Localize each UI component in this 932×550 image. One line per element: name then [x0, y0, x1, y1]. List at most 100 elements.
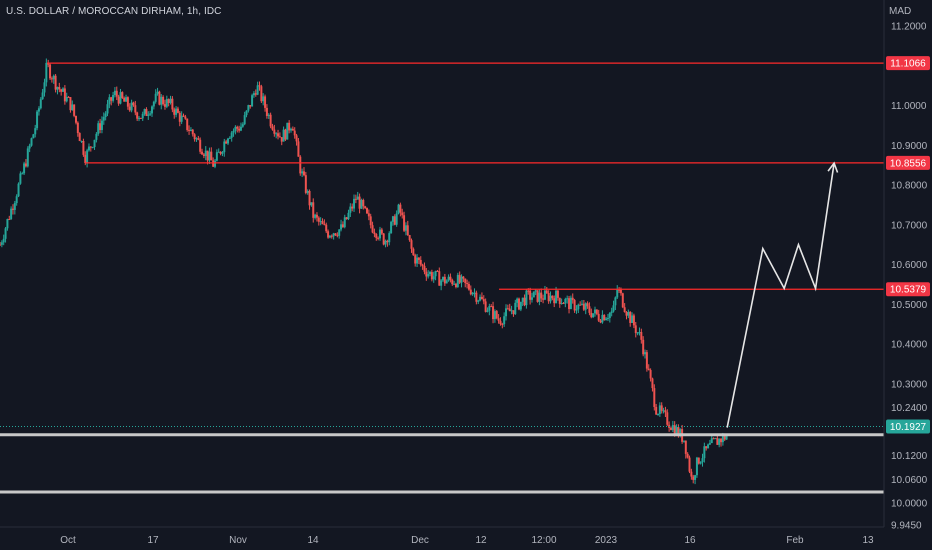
- candle-body: [369, 216, 372, 226]
- candle-body: [273, 129, 276, 134]
- x-tick-label: Dec: [411, 535, 429, 546]
- candle-body: [328, 235, 331, 238]
- candle-body: [523, 297, 526, 306]
- candle-body: [445, 280, 448, 284]
- candle-body: [19, 173, 22, 184]
- x-tick-label: Oct: [60, 535, 76, 546]
- y-tick-label: 9.9450: [891, 521, 922, 532]
- candle-body: [102, 117, 105, 121]
- candle-body: [223, 141, 226, 153]
- candle-body: [543, 290, 546, 300]
- candle-body: [17, 183, 20, 197]
- candle-body: [477, 300, 480, 302]
- candle-body: [666, 412, 669, 425]
- candle-body: [327, 231, 330, 238]
- candle-body: [486, 310, 489, 312]
- candle-body: [373, 232, 376, 235]
- candle-body: [141, 113, 144, 119]
- candle-body: [112, 95, 115, 101]
- candle-body: [644, 352, 647, 355]
- candle-body: [145, 109, 148, 116]
- candle-body: [202, 154, 205, 157]
- candle-body: [529, 290, 532, 300]
- x-tick-label: 12: [475, 535, 487, 546]
- x-tick-label: 16: [684, 535, 696, 546]
- candle-body: [258, 85, 261, 87]
- candle-body: [532, 291, 535, 298]
- candle-body: [716, 438, 719, 445]
- candle-body: [371, 225, 374, 233]
- candle-body: [21, 173, 24, 175]
- candle-body: [245, 110, 248, 116]
- candle-body: [0, 244, 1, 246]
- candle-body: [618, 289, 621, 291]
- candle-body: [657, 413, 660, 415]
- candle-body: [208, 151, 211, 161]
- candle-body: [165, 99, 168, 107]
- projection-line[interactable]: [726, 163, 835, 428]
- candle-body: [721, 435, 724, 443]
- candle-body: [658, 405, 661, 414]
- candle-body: [360, 199, 363, 209]
- candle-body: [555, 290, 558, 304]
- candle-body: [430, 272, 433, 280]
- candle-body: [506, 308, 509, 310]
- candle-body: [382, 233, 385, 245]
- candle-body: [28, 145, 31, 149]
- candle-body: [180, 115, 183, 122]
- candle-body: [440, 280, 443, 286]
- candle-body: [606, 318, 609, 320]
- candle-body: [113, 90, 116, 96]
- candle-body: [708, 443, 711, 445]
- candle-body: [699, 462, 702, 464]
- x-tick-label: 13: [862, 535, 874, 546]
- candle-body: [458, 274, 461, 283]
- candle-body: [651, 378, 654, 389]
- candle-body: [323, 224, 326, 226]
- candle-body: [573, 300, 576, 311]
- candle-body: [10, 208, 13, 220]
- candle-body: [686, 453, 689, 458]
- candle-body: [87, 146, 90, 151]
- candle-body: [390, 221, 393, 234]
- candle-body: [60, 89, 63, 92]
- candle-body: [710, 438, 713, 444]
- candle-body: [58, 87, 61, 90]
- candle-body: [508, 308, 511, 312]
- candle-body: [163, 104, 166, 107]
- candle-body: [239, 126, 242, 131]
- candle-body: [171, 98, 174, 110]
- candle-body: [284, 129, 287, 140]
- candle-body: [306, 190, 309, 193]
- resistance-1-badge-label: 11.1066: [890, 59, 926, 70]
- candle-body: [423, 265, 426, 272]
- currency-label: MAD: [889, 6, 911, 17]
- candle-body: [130, 102, 133, 111]
- candle-body: [566, 298, 569, 300]
- candle-body: [391, 216, 394, 222]
- candle-body: [632, 315, 635, 326]
- candle-body: [441, 276, 444, 281]
- candle-body: [0, 242, 3, 245]
- candle-body: [488, 306, 491, 311]
- candle-body: [718, 438, 721, 445]
- candle-body: [191, 129, 194, 135]
- candle-body: [353, 198, 356, 209]
- candle-body: [588, 306, 591, 313]
- x-tick-label: 14: [307, 535, 319, 546]
- candle-body: [673, 425, 676, 436]
- candle-body: [375, 234, 378, 238]
- candle-body: [712, 438, 715, 440]
- candle-body: [286, 122, 289, 140]
- candle-body: [412, 248, 415, 256]
- last-price-badge: [886, 419, 930, 434]
- candle-body: [493, 311, 496, 320]
- candle-body: [473, 292, 476, 294]
- candle-body: [688, 457, 691, 472]
- candle-body: [447, 276, 450, 281]
- candle-body: [584, 303, 587, 310]
- candle-body: [184, 116, 187, 119]
- candle-body: [238, 128, 241, 131]
- candle-body: [219, 151, 222, 154]
